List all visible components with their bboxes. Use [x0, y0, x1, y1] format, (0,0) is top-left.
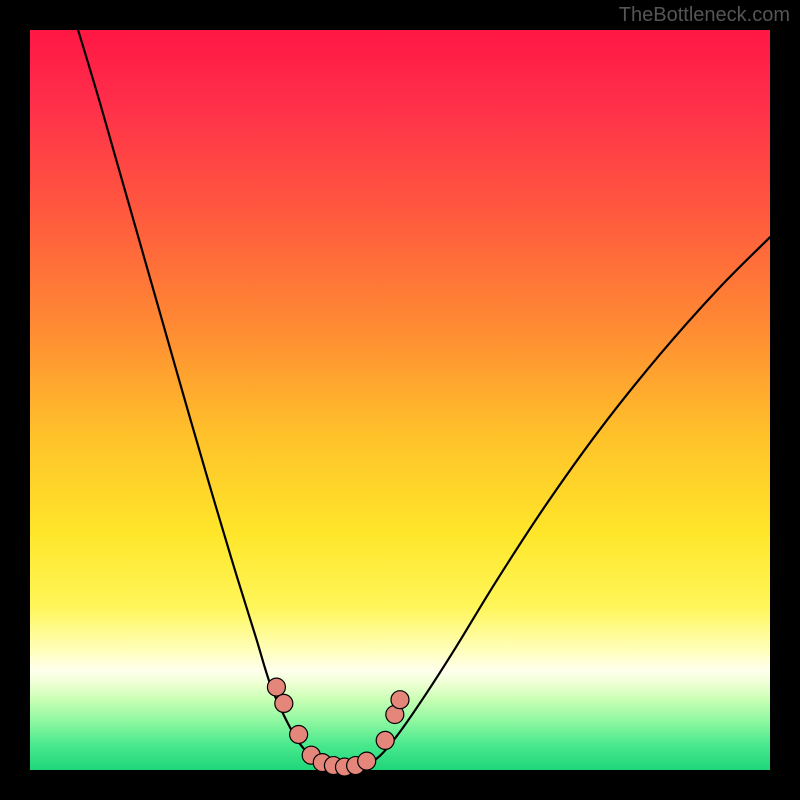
- v-curve-path: [78, 30, 770, 769]
- curve-layer: [30, 30, 770, 770]
- curve-marker: [358, 752, 376, 770]
- curve-marker: [376, 731, 394, 749]
- curve-marker: [290, 725, 308, 743]
- curve-marker: [391, 691, 409, 709]
- curve-marker: [267, 678, 285, 696]
- watermark-text: TheBottleneck.com: [619, 4, 790, 27]
- curve-marker: [275, 694, 293, 712]
- chart-container: TheBottleneck.com: [0, 0, 800, 800]
- plot-area: [30, 30, 770, 770]
